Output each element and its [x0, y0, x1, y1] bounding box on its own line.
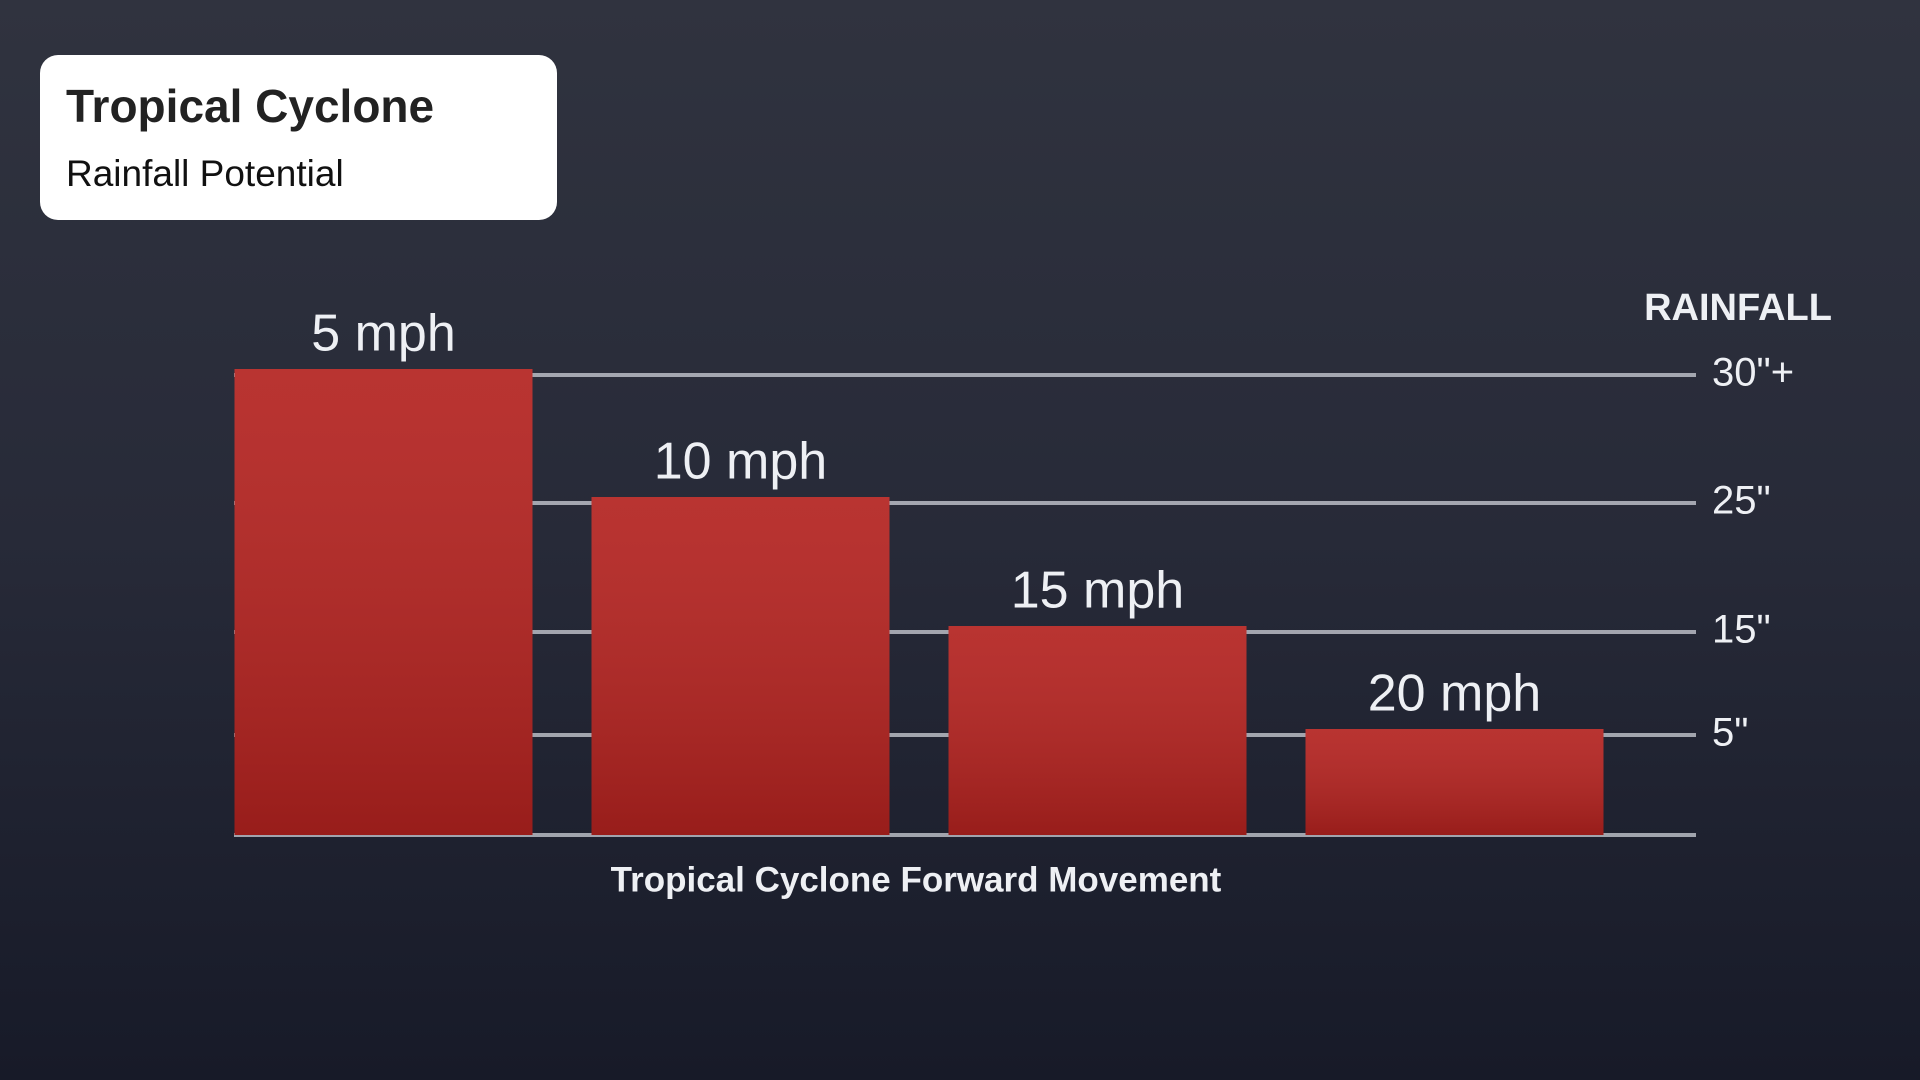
bar-shade	[234, 369, 533, 835]
bar-shade	[591, 497, 890, 835]
bar-category-label: 5 mph	[311, 305, 456, 363]
bar-category-label: 15 mph	[1011, 562, 1184, 620]
y-tick-label: 5"	[1712, 711, 1748, 755]
y-tick-label: 25"	[1712, 479, 1771, 523]
title-card: Tropical Cyclone Rainfall Potential	[40, 55, 557, 220]
chart-subtitle: Rainfall Potential	[66, 153, 344, 194]
y-axis-title: RAINFALL	[1644, 287, 1832, 329]
bar-shade	[948, 626, 1247, 835]
bar-shade	[1305, 729, 1604, 835]
y-tick-label: 30"+	[1712, 351, 1794, 395]
chart-title: Tropical Cyclone	[66, 80, 435, 132]
bar-category-label: 20 mph	[1368, 665, 1541, 723]
x-axis-title: Tropical Cyclone Forward Movement	[611, 860, 1222, 899]
y-tick-label: 15"	[1712, 608, 1771, 652]
bar-category-label: 10 mph	[654, 433, 827, 491]
